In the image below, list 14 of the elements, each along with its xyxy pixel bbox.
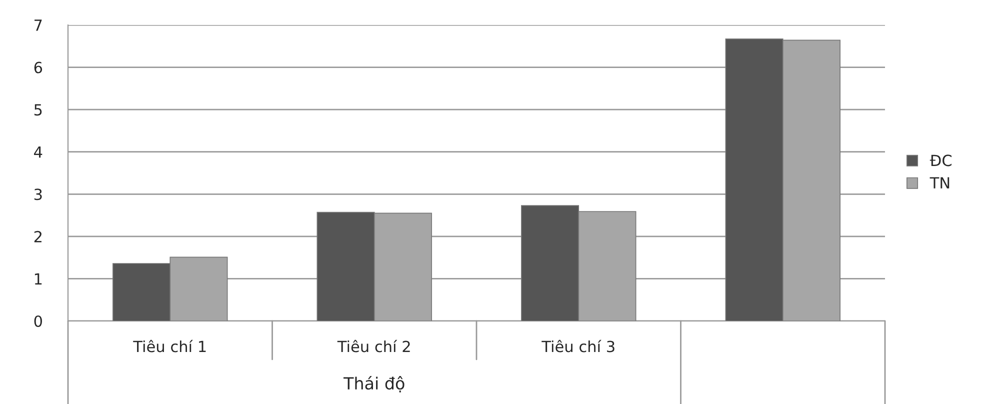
text: Thái độ [343,376,404,392]
x-tick-label: Tiêu chí 1 [133,340,206,352]
y-tick-label: 7 [34,20,42,31]
y-tick-label: 4 [34,146,42,158]
legend-label: TN [930,177,950,188]
x-tick-label: Tiêu chí 3 [542,340,614,352]
y-tick-label: 1 [34,273,42,285]
y-tick-label: 6 [34,62,42,74]
y-tick-label: 3 [34,188,42,200]
y-tick-label: 0 [34,315,42,328]
y-tick-label: 2 [34,230,42,242]
y-tick-label: 5 [34,104,42,116]
x-tick-label: Tiêu chí 2 [337,340,410,352]
legend-label: ĐC [930,154,952,166]
